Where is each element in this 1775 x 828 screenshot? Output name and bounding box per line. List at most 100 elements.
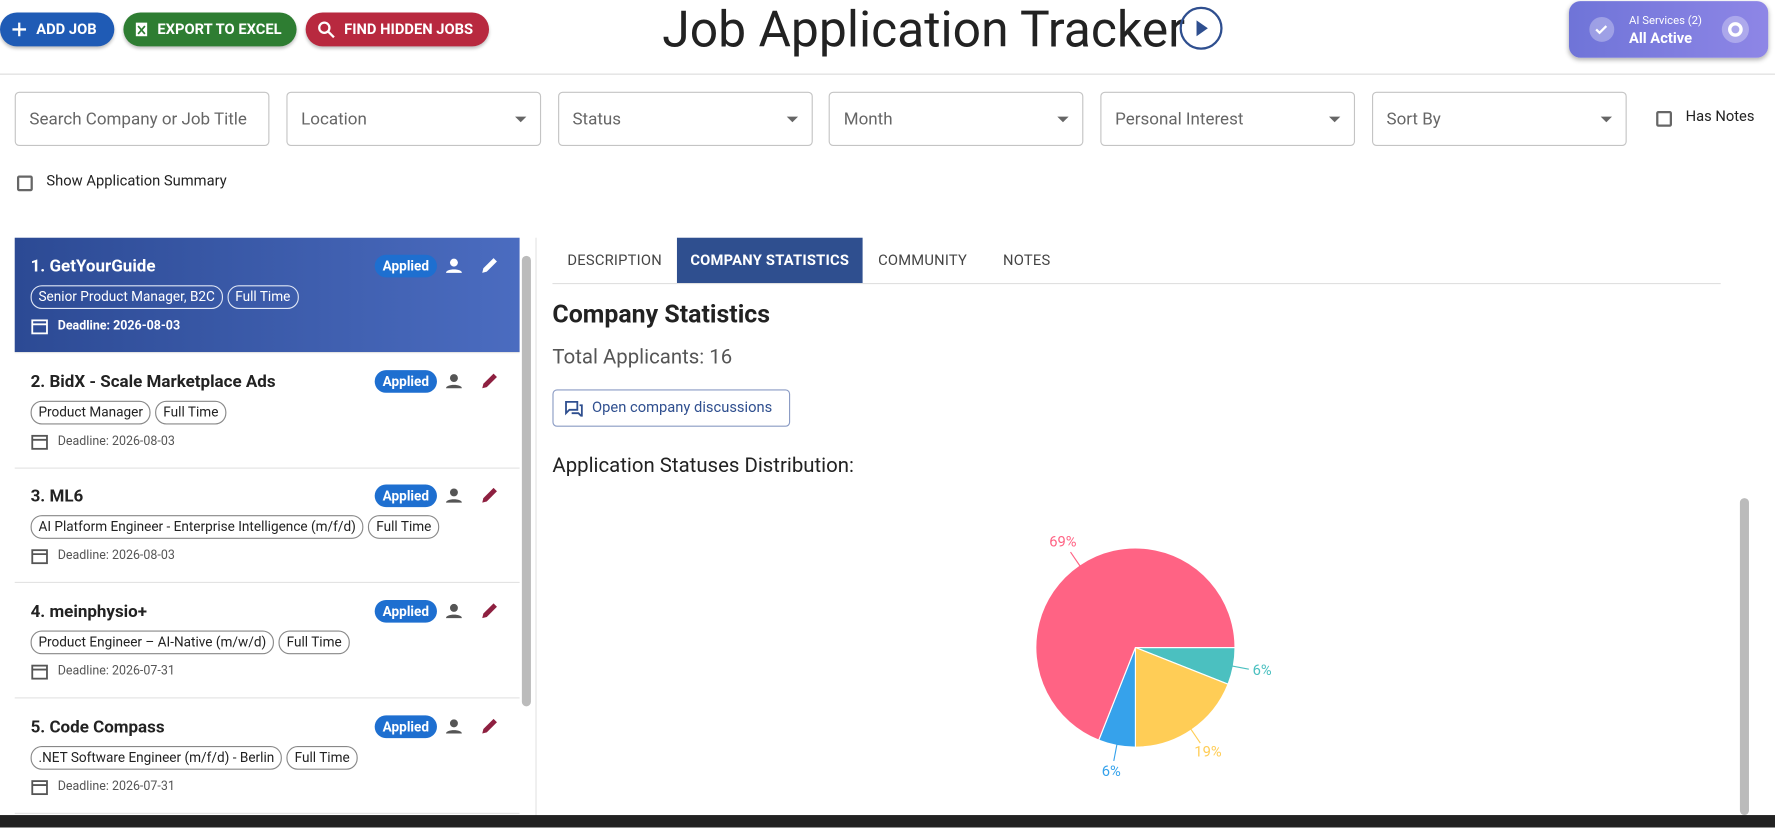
leader-line (1070, 551, 1082, 568)
stats-heading: Company Statistics (552, 301, 771, 330)
person-icon (449, 604, 458, 612)
deadline: Deadline: 2026-08-03 (57, 318, 181, 333)
person-icon (449, 373, 458, 382)
tags: .NET Software Engineer (m/f/d) - Berlin F… (30, 745, 358, 770)
tag: AI Platform Engineer - Enterprise Intell… (30, 515, 364, 540)
select-field[interactable]: Personal Interest (1100, 91, 1356, 147)
has-notes-label: Has Notes (1685, 108, 1755, 126)
calendar-icon (31, 664, 48, 680)
total-applicants: Total Applicants: 16 (552, 345, 733, 370)
icon (135, 22, 148, 37)
icon (318, 21, 335, 39)
tab[interactable]: COMPANY STATISTICS (676, 237, 863, 284)
status-badge: Applied (374, 715, 437, 738)
status-badge: Applied (374, 600, 437, 623)
card-icons (446, 718, 497, 734)
slice-label: 6% (1253, 661, 1272, 679)
person-icon (446, 269, 462, 273)
separator (535, 237, 537, 816)
tab[interactable]: DESCRIPTION (567, 251, 662, 269)
card-icons (446, 373, 497, 388)
scrollbar[interactable] (521, 255, 531, 707)
pie-chart: 6% 19% 6% 69% (1035, 533, 1272, 780)
job-card[interactable]: 5. Code Compass Applied .NET Software Engi… (14, 698, 520, 814)
icon (1589, 16, 1615, 42)
person-icon (449, 258, 458, 267)
deadline: Deadline: 2026-07-31 (57, 663, 175, 679)
label: ADD JOB (36, 20, 97, 38)
job-card[interactable]: 3. ML6 Applied AI Platform Engineer - Ente… (14, 468, 520, 584)
person-icon (446, 384, 462, 388)
placeholder: Search Company or Job Title (29, 108, 247, 130)
tags: Product Engineer – AI-Native (m/w/d) Full… (30, 630, 350, 655)
leader-line (1230, 665, 1249, 670)
card-icons (446, 258, 497, 273)
calendar-icon (31, 779, 48, 795)
select-field[interactable]: Month (829, 91, 1084, 147)
tab[interactable]: COMMUNITY (878, 251, 968, 269)
dropdown-arrow (1600, 116, 1612, 123)
person-icon (446, 499, 462, 504)
job-title: 5. Code Compass (30, 716, 165, 737)
edit-icon[interactable] (482, 488, 497, 504)
tag: Full Time (368, 515, 440, 540)
icon (12, 22, 27, 37)
person-icon (449, 719, 458, 728)
dropdown-arrow (515, 116, 527, 123)
add-job-button[interactable]: ADD JOB (0, 12, 115, 47)
play-button[interactable] (1178, 6, 1223, 51)
edit-icon[interactable] (482, 373, 497, 388)
export-button[interactable]: EXPORT TO EXCEL (123, 12, 297, 47)
tab[interactable]: NOTES (1003, 251, 1051, 269)
label: Open company discussions (592, 399, 773, 417)
calendar-icon (31, 779, 48, 795)
ai-services[interactable]: AI Services (2) All Active (1568, 1, 1769, 58)
person-icon (446, 729, 462, 734)
page-title: Job Application Tracker (662, 0, 1185, 59)
discussions-button[interactable]: Open company discussions (552, 389, 791, 427)
leader-line (1189, 727, 1201, 744)
tags: Product Manager Full Time (30, 400, 227, 425)
tag: Senior Product Manager, B2C (30, 285, 223, 310)
has-notes-checkbox[interactable] (1656, 110, 1672, 127)
select-label: Sort By (1386, 108, 1441, 130)
tag: Product Engineer – AI-Native (m/w/d) (30, 630, 275, 655)
dropdown-arrow (1057, 116, 1070, 123)
select-field[interactable]: Location (286, 91, 542, 147)
edit-icon[interactable] (482, 603, 497, 619)
select-label: Location (301, 108, 367, 130)
job-title: 1. GetYourGuide (30, 255, 156, 277)
edit-icon[interactable] (482, 718, 497, 734)
ai-status: All Active (1628, 30, 1693, 48)
tag: Full Time (227, 285, 299, 310)
job-card[interactable]: 2. BidX - Scale Marketplace Ads Applied Pr… (14, 353, 520, 469)
tab-underline (552, 283, 1721, 285)
select-label: Status (572, 108, 622, 130)
slice-label: 19% (1194, 742, 1222, 760)
divider (0, 73, 1775, 75)
select-field[interactable]: Sort By (1371, 91, 1627, 147)
label: FIND HIDDEN JOBS (344, 20, 474, 38)
summary-checkbox[interactable] (16, 175, 33, 192)
find-hidden-button[interactable]: FIND HIDDEN JOBS (305, 12, 490, 47)
scrollbar[interactable] (1739, 498, 1749, 816)
tag: Full Time (278, 630, 350, 655)
select-field[interactable]: Status (557, 91, 813, 147)
status-badge: Applied (374, 254, 437, 278)
job-title: 3. ML6 (30, 486, 84, 507)
deadline: Deadline: 2026-08-03 (57, 433, 175, 448)
settings-icon[interactable] (1721, 15, 1750, 44)
taskbar (0, 815, 1775, 828)
tags: AI Platform Engineer - Enterprise Intell… (30, 515, 440, 540)
job-card[interactable]: 1. GetYourGuide Applied Senior Product Man… (14, 237, 520, 354)
deadline: Deadline: 2026-08-03 (57, 548, 175, 564)
search-input[interactable]: Search Company or Job Title (14, 91, 270, 147)
edit-icon[interactable] (482, 258, 497, 273)
select-label: Personal Interest (1115, 108, 1244, 130)
job-title: 4. meinphysio+ (30, 601, 148, 622)
calendar-icon (31, 319, 48, 335)
job-card[interactable]: 4. meinphysio+ Applied Product Engineer – … (14, 583, 520, 699)
slice-label: 69% (1049, 533, 1077, 551)
